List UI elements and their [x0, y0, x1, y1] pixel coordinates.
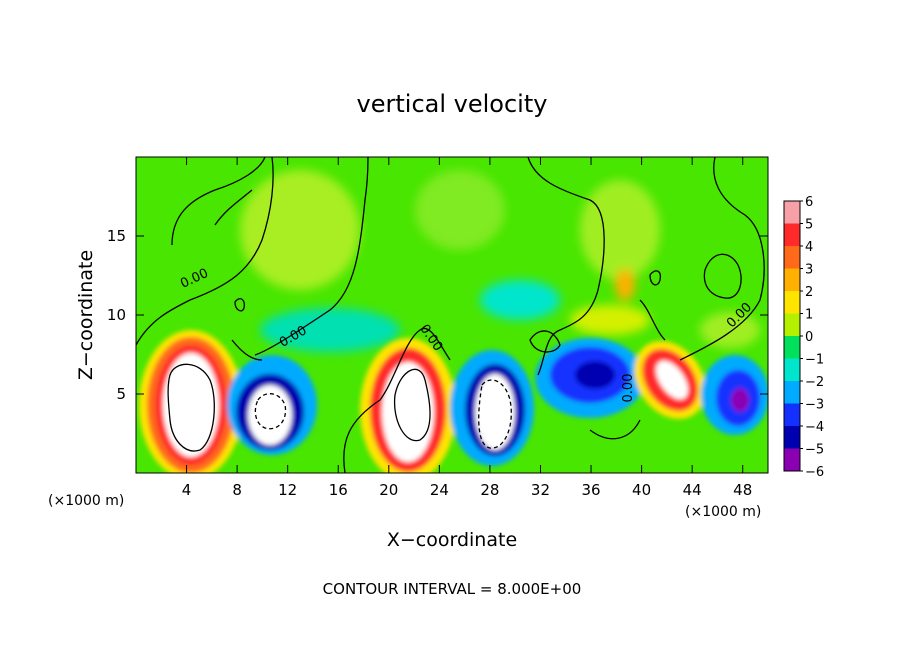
y-tick-label: 15 [107, 227, 126, 245]
downdraft-core [731, 388, 749, 412]
colorbar: 6 5 4 3 2 1 0 −1 −2 −3 −4 −5 −6 [783, 195, 824, 480]
zero-contour [343, 327, 451, 473]
y-axis: 5 10 15 [107, 227, 768, 403]
colorbar-label: −4 [805, 420, 824, 435]
x-unit-label: (×1000 m) [685, 504, 761, 520]
colorbar-swatch [784, 448, 800, 471]
x-tick-label: 32 [531, 481, 550, 499]
zero-contour [589, 419, 641, 440]
contour-interval-text: CONTOUR INTERVAL = 8.000E+00 [323, 580, 582, 598]
updraft-core [656, 360, 688, 400]
colorbar-swatch [784, 426, 800, 449]
field-region [415, 170, 505, 250]
x-tick-label: 48 [733, 481, 752, 499]
colorbar-swatch [784, 201, 800, 224]
x-tick-label: 20 [379, 481, 398, 499]
x-tick-label: 12 [278, 481, 297, 499]
zero-contour [254, 157, 369, 356]
colorbar-label: −2 [805, 375, 824, 390]
zero-contour [703, 253, 742, 299]
zero-contour [529, 330, 561, 353]
chart-title: vertical velocity [357, 90, 548, 118]
field-region [480, 280, 560, 320]
downdraft-core [475, 374, 515, 450]
downdraft-core [248, 385, 292, 445]
field-region [700, 312, 760, 348]
zero-contour [679, 157, 765, 361]
x-tick-label: 8 [232, 481, 242, 499]
field-region [240, 170, 360, 290]
x-tick-label: 24 [430, 481, 449, 499]
colorbar-label: −1 [805, 353, 824, 368]
x-tick-label: 28 [480, 481, 499, 499]
contour-label: 0.00 [621, 374, 636, 403]
colorbar-label: −5 [805, 443, 824, 458]
colorbar-label: 6 [805, 195, 813, 210]
zero-contour [136, 157, 274, 346]
colorbar-label: −6 [805, 465, 824, 480]
updraft-core [163, 353, 219, 457]
colorbar-label: 0 [805, 330, 813, 345]
y-tick-label: 5 [116, 385, 126, 403]
zero-contour [214, 189, 253, 226]
colorbar-swatch [784, 313, 800, 336]
field-region [570, 305, 650, 335]
x-axis-label: X−coordinate [387, 529, 517, 551]
high-contour [167, 363, 215, 452]
colorbar-label: 1 [805, 308, 813, 323]
zero-contour [234, 298, 246, 312]
colorbar-swatch [784, 223, 800, 246]
colorbar-label: 2 [805, 285, 813, 300]
zero-contour [649, 270, 661, 286]
y-unit-label: (×1000 m) [48, 493, 124, 509]
heatmap-field [136, 157, 768, 473]
x-tick-label: 16 [329, 481, 348, 499]
colorbar-label: 5 [805, 218, 813, 233]
colorbar-label: −3 [805, 398, 824, 413]
x-axis: 4 8 12 16 20 24 28 32 36 40 44 48 [182, 157, 752, 499]
colorbar-swatch [784, 403, 800, 426]
x-tick-label: 40 [632, 481, 651, 499]
colorbar-swatch [784, 291, 800, 314]
colorbar-swatch [784, 268, 800, 291]
x-tick-label: 4 [182, 481, 192, 499]
colorbar-label: 4 [805, 240, 813, 255]
contour-lines [136, 157, 765, 473]
colorbar-swatch [784, 336, 800, 359]
field-region [580, 180, 660, 280]
zero-contour [171, 157, 266, 246]
y-axis-label: Z−coordinate [75, 250, 97, 380]
zero-contour [639, 299, 666, 341]
y-tick-label: 10 [107, 306, 126, 324]
colorbar-swatch [784, 381, 800, 404]
downdraft-core [575, 361, 615, 389]
updraft-core [382, 362, 434, 462]
field-region [260, 308, 400, 352]
field-region [615, 269, 635, 301]
colorbar-label: 3 [805, 263, 813, 278]
high-contour [393, 368, 431, 442]
x-tick-label: 36 [581, 481, 600, 499]
low-contour [478, 379, 512, 449]
x-tick-label: 44 [683, 481, 702, 499]
zero-contour [231, 339, 263, 361]
colorbar-swatch [784, 246, 800, 269]
colorbar-swatch [784, 358, 800, 381]
low-contour [254, 393, 287, 430]
